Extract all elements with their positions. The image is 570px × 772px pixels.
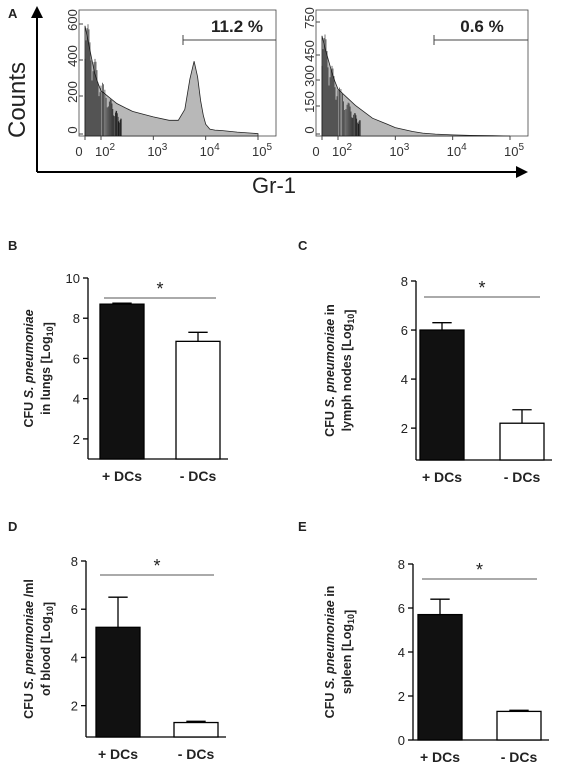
significance-star: * <box>156 279 163 299</box>
y-tick-label: 2 <box>71 699 78 714</box>
panel-letter-a: A <box>8 6 18 21</box>
y-tick-label: 450 <box>302 40 317 62</box>
y-tick-label: 4 <box>401 372 408 387</box>
histogram-left: 0 200 400 600 0 102 103 104 105 11.2 % <box>65 9 277 159</box>
bar-plus-dcs <box>95 626 141 738</box>
x-tick-label: 0 <box>75 144 82 159</box>
category-label: + DCs <box>420 749 460 765</box>
category-label: - DCs <box>504 469 541 485</box>
panel-a-y-arrowhead <box>31 6 43 18</box>
gate-percent-label: 11.2 % <box>211 17 263 36</box>
x-tick-label: 102 <box>332 142 352 159</box>
category-label: - DCs <box>180 468 217 484</box>
y-tick-label: 10 <box>66 271 80 286</box>
x-tick-label: 104 <box>447 142 467 159</box>
y-tick-label: 300 <box>302 65 317 87</box>
y-axis-label: CFU S. pneumoniae in lungs [Log10] <box>22 309 56 427</box>
panel-a-xlabel: Gr-1 <box>252 173 296 198</box>
x-tick-label: 104 <box>200 142 220 159</box>
bar-plus-dcs <box>417 613 463 741</box>
category-label: + DCs <box>98 746 138 762</box>
bar-minus-dcs <box>496 710 542 741</box>
y-tick-label: 8 <box>73 311 80 326</box>
panel-letter-d: D <box>8 519 17 534</box>
y-axis-label-line: CFU S. pneumoniae <box>22 309 36 427</box>
bar-chart-lungs: 2 4 6 8 10 + DCs - DCs * CFU S. pneumoniae in lun… <box>22 271 228 484</box>
significance-star: * <box>476 560 483 580</box>
y-tick-label: 400 <box>65 45 80 67</box>
bar-minus-dcs <box>175 340 221 460</box>
y-tick-label: 750 <box>302 7 317 29</box>
bar-chart-lymph-nodes: 2 4 6 8 + DCs - DCs * CFU S. pneumoniae inlymph… <box>323 274 552 485</box>
category-label: - DCs <box>501 749 538 765</box>
category-label: + DCs <box>422 469 462 485</box>
y-tick-label: 4 <box>71 650 78 665</box>
x-tick-label: 0 <box>312 144 319 159</box>
gate-percent-label: 0.6 % <box>460 17 503 36</box>
bar-minus-dcs <box>173 721 219 738</box>
y-axis-label-line: spleen [Log10] <box>340 610 357 694</box>
y-tick-label: 2 <box>73 432 80 447</box>
y-tick-label: 6 <box>71 602 78 617</box>
y-tick-label: 4 <box>398 645 405 660</box>
y-axis-label-line: CFU S. pneumoniae in <box>323 304 337 437</box>
y-tick-label: 200 <box>65 81 80 103</box>
panel-letter-e: E <box>298 519 307 534</box>
y-tick-label: 6 <box>401 323 408 338</box>
panel-a-x-arrowhead <box>516 166 528 178</box>
histogram-right: 0 150 300 450 750 0 102 103 104 105 0.6 % <box>302 7 529 159</box>
x-tick-label: 103 <box>389 142 409 159</box>
y-tick-label: 8 <box>71 554 78 569</box>
y-axis-label-line: CFU S. pneumoniae /ml <box>22 579 36 719</box>
y-tick-label: 0 <box>398 733 405 748</box>
y-axis-label-line: CFU S. pneumoniae in <box>323 586 337 719</box>
significance-star: * <box>153 556 160 576</box>
y-axis-label-line: lymph nodes [Log10] <box>340 310 357 432</box>
bar-plus-dcs <box>419 329 465 461</box>
y-tick-label: 4 <box>73 392 80 407</box>
significance-star: * <box>478 278 485 298</box>
category-label: + DCs <box>102 468 142 484</box>
y-tick-label: 600 <box>65 9 80 31</box>
panel-letter-c: C <box>298 238 308 253</box>
y-tick-label: 2 <box>398 689 405 704</box>
category-label: - DCs <box>178 746 215 762</box>
panel-a-ylabel: Counts <box>4 62 31 138</box>
y-axis-label-line: of blood [Log10] <box>39 602 56 696</box>
y-tick-label: 0 <box>65 126 80 133</box>
x-tick-label: 105 <box>504 142 524 159</box>
y-tick-label: 0 <box>302 126 317 133</box>
y-tick-label: 6 <box>73 351 80 366</box>
y-axis-label-line: in lungs [Log10] <box>39 322 56 415</box>
y-tick-label: 8 <box>401 274 408 289</box>
bar-plus-dcs <box>99 303 145 460</box>
x-tick-label: 102 <box>95 142 115 159</box>
bar-chart-spleen: 0 2 4 6 8 + DCs - DCs * CFU S. pneumoniae insple… <box>323 557 549 765</box>
x-tick-label: 103 <box>147 142 167 159</box>
y-tick-label: 2 <box>401 421 408 436</box>
bar-minus-dcs <box>499 422 545 461</box>
y-tick-label: 8 <box>398 557 405 572</box>
y-tick-label: 6 <box>398 601 405 616</box>
y-tick-label: 150 <box>302 91 317 113</box>
x-tick-label: 105 <box>252 142 272 159</box>
panel-letter-b: B <box>8 238 17 253</box>
